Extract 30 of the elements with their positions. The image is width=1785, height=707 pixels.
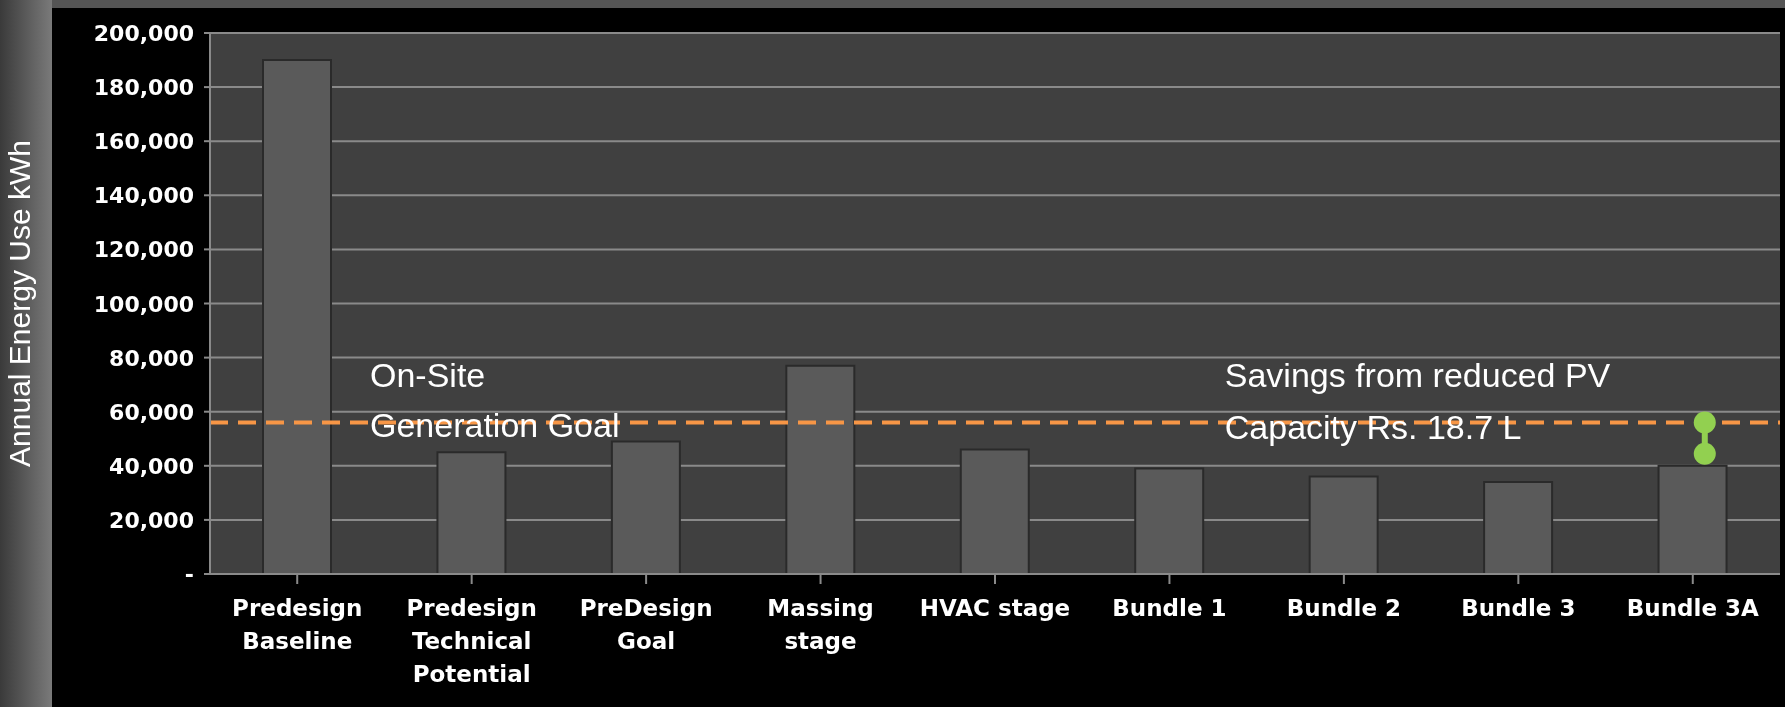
x-tick-label: HVAC stage bbox=[919, 595, 1071, 621]
x-tick-label: Massing stage bbox=[767, 595, 874, 654]
bar bbox=[610, 440, 681, 574]
y-axis-title: Annual Energy Use kWh bbox=[2, 140, 36, 467]
bar bbox=[1308, 475, 1379, 574]
bar bbox=[959, 448, 1030, 574]
y-tick-label: 120,000 bbox=[93, 237, 194, 263]
x-tick-label: Bundle 3 bbox=[1461, 595, 1576, 621]
x-tick-label: Predesign Technical Potential bbox=[406, 595, 537, 687]
x-tick-label: Predesign Baseline bbox=[232, 595, 363, 654]
y-tick-label: 60,000 bbox=[109, 399, 194, 425]
bar bbox=[1483, 481, 1554, 574]
x-tick-label: PreDesign Goal bbox=[579, 595, 713, 654]
y-tick-label: 20,000 bbox=[109, 507, 194, 533]
bar bbox=[262, 59, 332, 574]
y-tick-label: 180,000 bbox=[93, 75, 194, 101]
y-tick-label: 40,000 bbox=[109, 453, 194, 479]
x-tick-label: Bundle 3A bbox=[1626, 595, 1759, 621]
bar bbox=[1657, 464, 1728, 574]
y-tick-label: 140,000 bbox=[93, 183, 194, 209]
y-tick-label: 80,000 bbox=[109, 345, 194, 371]
y-tick-label: 160,000 bbox=[93, 129, 194, 155]
bar bbox=[1134, 467, 1205, 574]
y-tick-label: 200,000 bbox=[93, 21, 194, 46]
bar bbox=[436, 451, 507, 574]
y-tick-label: 100,000 bbox=[93, 291, 194, 317]
x-tick-label: Bundle 2 bbox=[1286, 595, 1402, 621]
bar bbox=[785, 364, 856, 574]
x-tick-label: Bundle 1 bbox=[1112, 595, 1227, 621]
y-tick-label: - bbox=[184, 562, 194, 587]
